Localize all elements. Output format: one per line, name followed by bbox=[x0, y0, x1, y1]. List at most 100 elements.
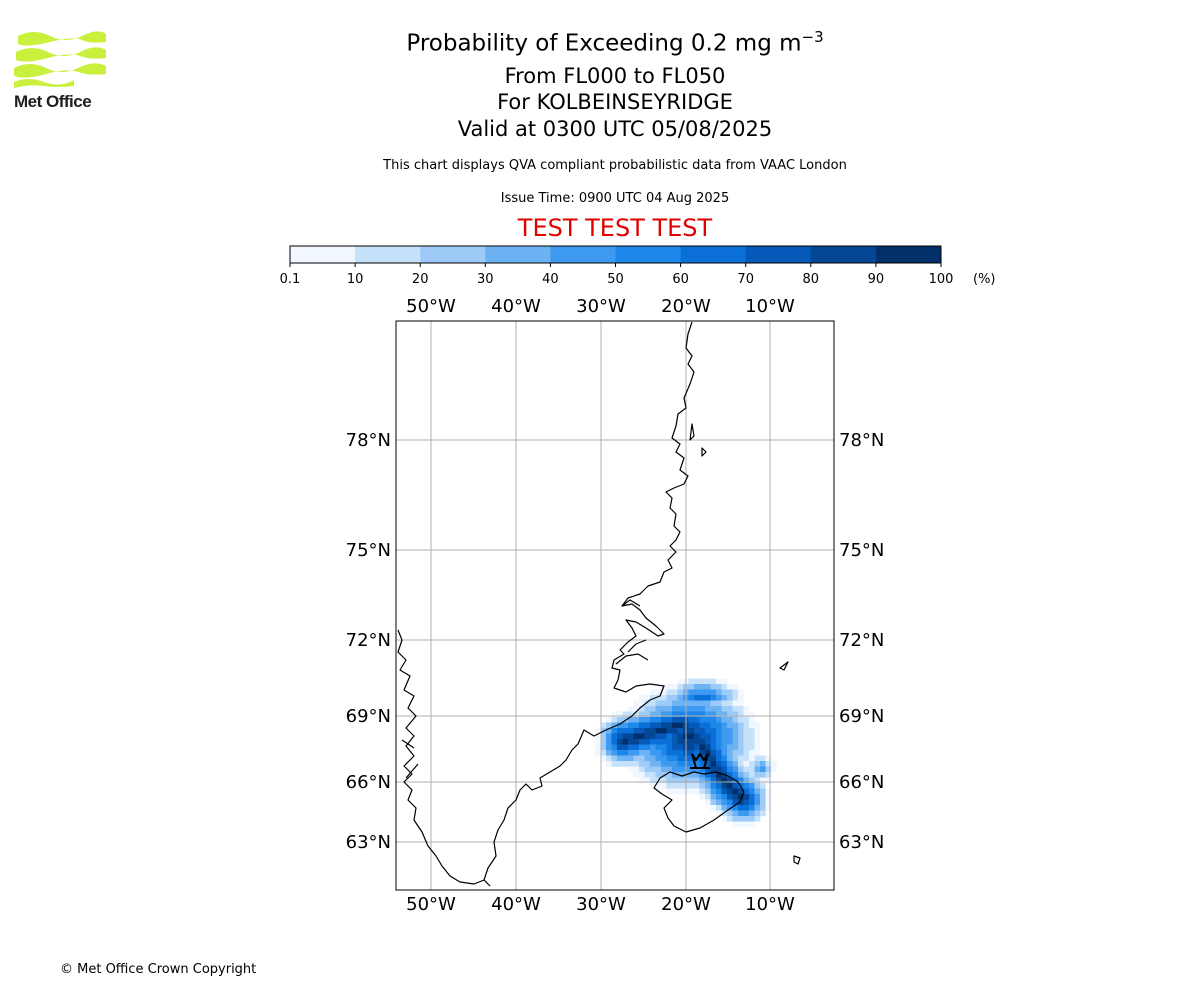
plume-cell bbox=[628, 733, 634, 740]
plume-cell bbox=[705, 722, 711, 729]
colorbar-tick-label: 90 bbox=[868, 272, 885, 287]
plume-cell bbox=[716, 766, 722, 773]
plume-cell bbox=[765, 799, 772, 806]
plume-cell bbox=[655, 766, 662, 773]
plume-cell bbox=[765, 755, 772, 762]
plume-cell bbox=[743, 816, 750, 822]
plume-cell bbox=[732, 695, 739, 701]
plume-cell bbox=[672, 744, 678, 751]
plume-cell bbox=[639, 766, 645, 773]
plume-cell bbox=[710, 706, 717, 712]
plume-cell bbox=[655, 772, 662, 778]
plume-cell bbox=[705, 766, 711, 773]
plume-cell bbox=[754, 788, 761, 795]
plume-cell bbox=[727, 783, 733, 789]
issue-time: Issue Time: 0900 UTC 04 Aug 2025 bbox=[500, 191, 730, 206]
plume-cell bbox=[661, 750, 667, 756]
plume-cell bbox=[716, 706, 722, 712]
plume-cell bbox=[600, 739, 607, 745]
plume-cell bbox=[661, 783, 667, 789]
plume-cell bbox=[628, 744, 634, 751]
plume-cell bbox=[655, 739, 662, 745]
plume-cell bbox=[721, 805, 728, 811]
colorbar-segment bbox=[355, 246, 421, 263]
plume-cell bbox=[721, 695, 728, 701]
plume-cell bbox=[600, 744, 607, 751]
lat-label-75n: 75°N bbox=[839, 540, 884, 561]
plume-cell bbox=[611, 717, 618, 723]
plume-cell bbox=[749, 805, 755, 811]
colorbar-tick-label: 60 bbox=[672, 272, 689, 287]
plume-cell bbox=[760, 766, 766, 773]
plume-cell bbox=[661, 689, 667, 696]
latitude-labels-right: 78°N 75°N 72°N 69°N 66°N 63°N bbox=[839, 430, 884, 853]
plume-cell bbox=[721, 684, 728, 690]
plume-cell bbox=[732, 733, 739, 740]
colorbar-tick-label: 40 bbox=[542, 272, 559, 287]
plume-cell bbox=[677, 706, 684, 712]
plume-cell bbox=[732, 794, 739, 800]
plume-cell bbox=[699, 739, 706, 745]
plume-cell bbox=[710, 722, 717, 729]
plume-cell bbox=[738, 717, 744, 723]
plume-cell bbox=[688, 761, 695, 767]
plume-cell bbox=[699, 733, 706, 740]
plume-cell bbox=[710, 755, 717, 762]
plume-cell bbox=[721, 722, 728, 729]
plume-cell bbox=[611, 733, 618, 740]
plume-cell bbox=[639, 695, 645, 701]
colorbar-segment bbox=[810, 246, 877, 263]
plume-cell bbox=[672, 689, 678, 696]
plume-cell bbox=[760, 755, 766, 762]
plume-cell bbox=[743, 728, 750, 734]
plume-cell bbox=[606, 750, 612, 756]
plume-cell bbox=[710, 739, 717, 745]
plume-cell bbox=[677, 689, 684, 696]
plume-cell bbox=[661, 777, 667, 784]
plume-cell bbox=[611, 750, 618, 756]
plume-cell bbox=[672, 761, 678, 767]
plume-cell bbox=[732, 788, 739, 795]
plume-cell bbox=[738, 821, 744, 828]
plume-cell bbox=[705, 711, 711, 718]
lon-label-30w: 30°W bbox=[576, 296, 626, 317]
greenland-coastline bbox=[483, 321, 695, 887]
plume-cell bbox=[677, 766, 684, 773]
plume-cell bbox=[738, 788, 744, 795]
plume-cell bbox=[738, 816, 744, 822]
plume-cell bbox=[606, 744, 612, 751]
lat-label-63n: 63°N bbox=[839, 832, 884, 853]
plume-cell bbox=[721, 777, 728, 784]
plume-cell bbox=[754, 777, 761, 784]
plume-cell bbox=[655, 761, 662, 767]
colorbar-tick-label: 20 bbox=[412, 272, 429, 287]
plume-cell bbox=[727, 706, 733, 712]
plume-cell bbox=[628, 739, 634, 745]
plume-cell bbox=[727, 788, 733, 795]
plume-cell bbox=[727, 750, 733, 756]
plume-cell bbox=[606, 728, 612, 734]
plume-cell bbox=[732, 750, 739, 756]
graticule bbox=[396, 321, 834, 890]
plume-cell bbox=[644, 711, 651, 718]
plume-cell bbox=[760, 777, 766, 784]
plume-cell bbox=[754, 816, 761, 822]
plume-cell bbox=[677, 695, 684, 701]
plume-cell bbox=[628, 755, 634, 762]
plume-cell bbox=[699, 744, 706, 751]
plume-cell bbox=[661, 722, 667, 729]
plume-cell bbox=[727, 700, 733, 707]
colorbar-tick-label: 10 bbox=[347, 272, 364, 287]
plume-cell bbox=[600, 733, 607, 740]
plume-cell bbox=[705, 788, 711, 795]
plume-cell bbox=[666, 750, 673, 756]
plume-cell bbox=[628, 761, 634, 767]
plume-cell bbox=[677, 788, 684, 795]
plume-cell bbox=[611, 722, 618, 729]
plume-cell bbox=[754, 783, 761, 789]
plume-cell bbox=[710, 761, 717, 767]
plume-cell bbox=[738, 799, 744, 806]
plume-cell bbox=[666, 706, 673, 712]
plume-cell bbox=[628, 711, 634, 718]
plume-cell bbox=[666, 684, 673, 690]
